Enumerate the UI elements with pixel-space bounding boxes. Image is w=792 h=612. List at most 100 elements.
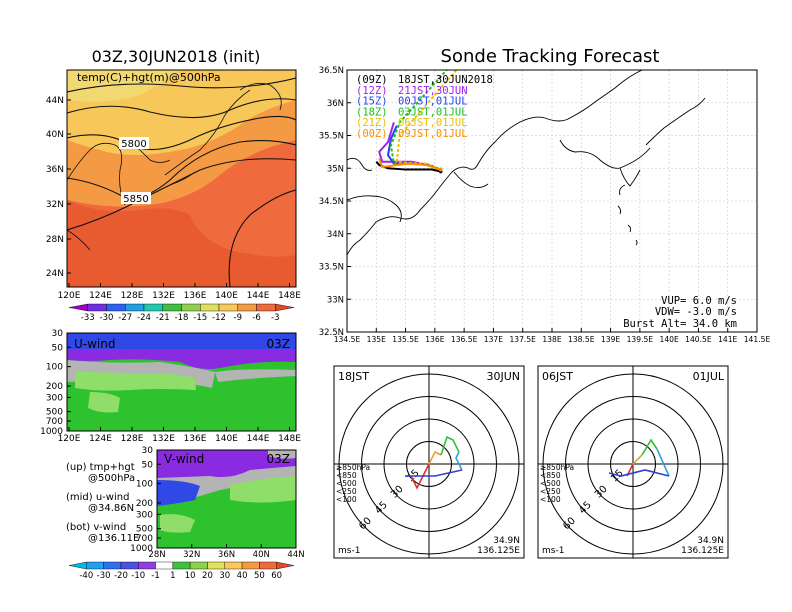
tracking-y-tick-label: 36.5N <box>319 66 344 76</box>
wind-colorbar-label: 10 <box>185 571 196 581</box>
uwind-x-tick-label: 132E <box>152 434 175 444</box>
hodograph-trace <box>410 463 430 490</box>
map-x-tick-label: 132E <box>152 291 175 301</box>
wind-colorbar: -40 -30 -20 -10 -1 1 10 20 30 40 50 60 <box>68 561 295 581</box>
map-y-tick-label: 24N <box>46 269 64 279</box>
vwind-time: 03Z <box>267 452 291 466</box>
wind-colorbar-label: 50 <box>254 571 265 581</box>
legend-run: (18Z) <box>356 106 388 118</box>
hodograph-level-label: ≥850hPa <box>540 463 574 472</box>
wind-colorbar-swatch <box>259 561 277 570</box>
vwind-x-tick-label: 44N <box>287 550 304 560</box>
vwind-blue-core <box>157 480 200 506</box>
map-y-axis: 44N 40N 36N 32N 28N 24N <box>46 96 71 279</box>
hodograph-time-right: 01JUL <box>693 370 725 383</box>
vwind-y-tick-label: 200 <box>136 499 153 509</box>
temp-colorbar-swatch <box>87 303 107 312</box>
legend-time: 18JST,30JUN2018 <box>398 74 493 86</box>
sonde-tracks <box>375 70 458 174</box>
map-x-tick-label: 136E <box>184 291 207 301</box>
map-x-tick-label: 144E <box>247 291 270 301</box>
tracking-grid <box>347 70 757 332</box>
temperature-field <box>67 70 296 287</box>
temp-colorbar-swatch <box>200 303 220 312</box>
tracking-x-tick-label: 140.5E <box>685 335 712 344</box>
vwind-field <box>157 450 296 548</box>
vwind-x-tick-label: 36N <box>218 550 235 560</box>
vwind-light-green-2 <box>160 514 195 533</box>
hodograph-level-label: <850 <box>336 471 357 480</box>
map-y-tick-label: 28N <box>46 235 64 245</box>
tracking-y-tick-label: 34.5N <box>319 197 344 207</box>
temp-band-hot <box>67 200 296 287</box>
legend-run: (15Z) <box>356 96 388 108</box>
hodograph-lon: 136.125E <box>477 546 520 556</box>
map-y-tick-label: 32N <box>46 200 64 210</box>
hodograph-trace <box>428 450 442 465</box>
tracking-y-tick-label: 33N <box>327 295 344 305</box>
uwind-x-tick-label: 128E <box>121 434 144 444</box>
map-x-tick-label: 148E <box>278 291 301 301</box>
hodograph-time-left: 06JST <box>542 370 573 383</box>
vwind-y-tick-label: 700 <box>136 534 153 544</box>
tracking-x-tick-label: 139.5E <box>627 335 654 344</box>
hodograph-level-label: <500 <box>336 479 357 488</box>
tracking-y-axis: 36.5N 36N 35.5N 35N 34.5N 34N 33.5N 33N 32.5N <box>319 66 351 338</box>
legend-run: (21Z) <box>356 117 388 129</box>
hodograph-trace <box>632 454 643 465</box>
temp-colorbar: -33 -30 -27 -24 -21 -18 -15 -12 -9 -6 -3 <box>68 303 295 323</box>
japan-coastline <box>347 70 706 256</box>
uwind-x-tick-label: 144E <box>247 434 270 444</box>
height-contours <box>67 77 296 287</box>
temp-colorbar-swatch <box>218 303 238 312</box>
temp-colorbar-label: -12 <box>212 313 226 323</box>
note-up-2: @500hPa <box>88 473 135 484</box>
hodograph-lon: 136.125E <box>681 546 724 556</box>
wind-colorbar-label: 1 <box>170 571 175 581</box>
uwind-y-tick-label: 500 <box>46 408 63 418</box>
uwind-light-green <box>75 372 196 391</box>
burst-alt-text: Burst Alt= 34.0 km <box>623 318 737 330</box>
uwind-time: 03Z <box>267 337 291 351</box>
uwind-x-tick-label: 124E <box>89 434 112 444</box>
note-bot-1: (bot) v-wind <box>66 522 126 533</box>
map-y-tick-label: 36N <box>46 165 64 175</box>
uwind-frame <box>66 332 297 432</box>
legend-time: 03JST,01JUL <box>398 106 468 118</box>
temp-colorbar-label: -6 <box>252 313 260 323</box>
uwind-light-green-2 <box>88 392 120 413</box>
track-line <box>378 158 442 171</box>
note-bot-2: @136.11E <box>88 533 139 544</box>
wind-colorbar-label: -20 <box>114 571 128 581</box>
map-x-tick-label: 140E <box>215 291 238 301</box>
wind-colorbar-swatch <box>138 561 156 570</box>
wind-colorbar-label: 40 <box>237 571 248 581</box>
panel-notes: (up) tmp+hgt @500hPa (mid) u-wind @34.86… <box>66 462 139 544</box>
wind-colorbar-label: -10 <box>131 571 145 581</box>
hodograph-level-label: <100 <box>540 495 561 504</box>
temp-colorbar-swatch <box>68 303 88 312</box>
wind-colorbar-label: -30 <box>97 571 111 581</box>
tracking-x-tick-label: 136.5E <box>451 335 478 344</box>
contour-label-5850: 5850 <box>123 194 148 205</box>
uwind-x-tick-label: 148E <box>278 434 301 444</box>
tracking-title: Sonde Tracking Forecast <box>441 46 660 67</box>
wind-colorbar-swatch <box>224 561 243 570</box>
hodograph-level-label: <850 <box>540 471 561 480</box>
hodograph-level-label: <250 <box>540 487 561 496</box>
wind-colorbar-swatch <box>207 561 225 570</box>
wind-colorbar-swatch <box>103 561 122 570</box>
vwind-y-tick-label: 1000 <box>130 544 153 554</box>
legend-run: (09Z) <box>356 74 388 86</box>
uwind-y-tick-label: 200 <box>46 382 63 392</box>
wind-colorbar-label: 20 <box>202 571 213 581</box>
temp-colorbar-swatch <box>181 303 201 312</box>
tracking-x-tick-label: 139E <box>601 335 620 344</box>
legend-time: 06JST,01JUL <box>398 117 468 129</box>
uwind-x-tick-label: 140E <box>215 434 238 444</box>
hodograph-lat: 34.9N <box>493 536 520 546</box>
map-x-tick-label: 120E <box>58 291 81 301</box>
legend-time: 09JST,01JUL <box>398 128 468 140</box>
